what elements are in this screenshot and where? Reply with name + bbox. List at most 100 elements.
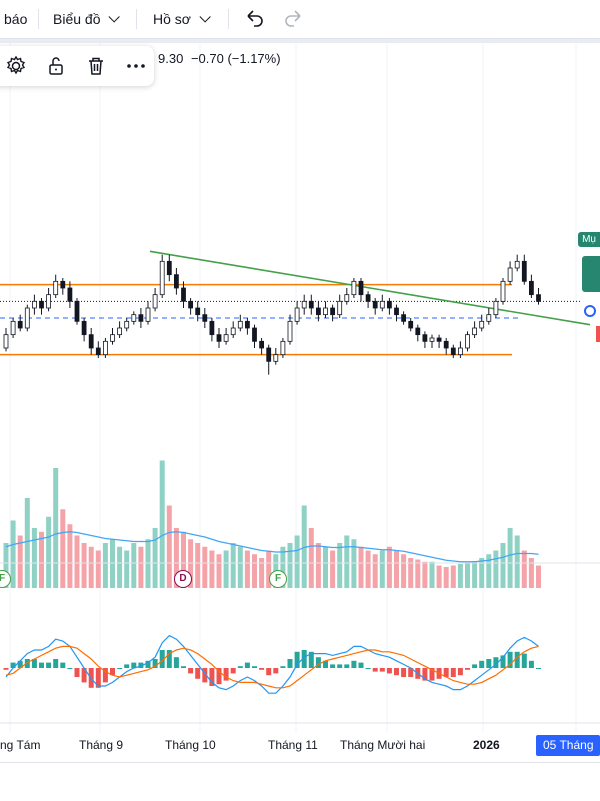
volume-bar (10, 520, 16, 588)
chart-grid (9, 43, 577, 733)
volume-bar (507, 528, 513, 588)
macd-histogram-bar (443, 668, 449, 677)
volume-bar (95, 550, 101, 588)
volume-bar (500, 543, 506, 588)
volume-bar (436, 565, 442, 588)
menu-chart[interactable]: Biểu đồ (53, 0, 121, 38)
macd-histogram-bar (60, 662, 66, 668)
candle-body (3, 334, 9, 349)
candle-body (32, 300, 37, 309)
volume-bar (67, 524, 73, 588)
macd-histogram-bar (308, 651, 314, 668)
volume-bar (415, 559, 421, 588)
candle-body (88, 334, 94, 349)
more-icon[interactable] (124, 54, 148, 78)
volume-bar (152, 528, 158, 588)
time-axis[interactable]: ng Tám Tháng 9 Tháng 10 Tháng 11 Tháng M… (0, 730, 600, 760)
candle-body (422, 334, 428, 342)
toolbar-divider (136, 9, 137, 29)
macd-histogram-bar (323, 660, 328, 668)
macd-histogram-bar (394, 668, 399, 676)
candle-body (145, 307, 151, 322)
candle-body (216, 334, 222, 342)
volume-bar (457, 564, 463, 588)
candle-body (394, 307, 399, 316)
volume-bar (216, 554, 222, 588)
candle-body (436, 337, 442, 342)
event-marker[interactable]: D (174, 570, 192, 588)
candle-body (429, 337, 435, 342)
macd-histogram-bar (422, 668, 428, 681)
menu-alerts-label: báo (4, 11, 28, 27)
macd-histogram-bar (337, 664, 343, 668)
trash-icon[interactable] (84, 54, 108, 78)
price-tag: Mụ (578, 232, 600, 247)
volume-bar (31, 528, 37, 588)
unlock-icon[interactable] (44, 54, 68, 78)
trend-line (149, 250, 591, 326)
volume-bar (344, 535, 350, 588)
candle-body (493, 300, 499, 316)
macd-histogram-bar (486, 659, 492, 668)
macd-histogram-bar (209, 668, 215, 686)
macd-histogram-bar (188, 668, 194, 674)
macd-histogram-bar (145, 660, 151, 668)
price-legend: 9.30 −0.70 (−1.17%) (158, 51, 281, 66)
candle-body (386, 300, 392, 309)
redo-icon[interactable] (282, 8, 306, 30)
volume-bar (88, 546, 94, 588)
candle-body (401, 314, 407, 322)
gear-icon[interactable] (4, 54, 28, 78)
candle-body (415, 327, 421, 336)
undo-icon[interactable] (242, 8, 266, 30)
volume-bar (493, 550, 499, 588)
volume-bar (266, 550, 272, 588)
drawing-toolbar (0, 46, 154, 86)
candle-body (323, 307, 328, 316)
signal-line (5, 645, 539, 689)
time-label: ng Tám (0, 738, 41, 752)
macd-histogram-bar (237, 666, 243, 668)
menu-alerts[interactable]: báo (4, 0, 27, 38)
macd-histogram-bar (181, 666, 186, 668)
macd-histogram-bar (117, 668, 123, 669)
volume-bar (252, 554, 257, 588)
volume-bar (536, 565, 541, 588)
candle-body (365, 294, 371, 302)
macd-histogram-bar (507, 651, 513, 668)
candle-body (17, 320, 23, 329)
candle-body (358, 280, 364, 296)
macd-histogram-bar (24, 659, 30, 668)
macd-histogram-bar (330, 664, 336, 668)
macd-histogram-bar (230, 668, 236, 674)
bottom-panel (0, 762, 600, 801)
macd-histogram-bar (266, 668, 272, 676)
volume-bar (102, 543, 108, 588)
macd-histogram-bar (195, 668, 201, 679)
candle-body (521, 260, 527, 282)
candle-body (479, 320, 485, 329)
candle-body (24, 307, 30, 329)
candle-body (529, 280, 534, 296)
macd-histogram-bar (386, 668, 392, 674)
menu-profile[interactable]: Hồ sơ (153, 0, 211, 38)
macd-histogram-bar (493, 657, 499, 668)
candle-body (507, 267, 513, 282)
volume-bar (181, 531, 186, 588)
macd-histogram-bar (358, 662, 364, 668)
candle-body (486, 314, 492, 322)
candle-body (315, 307, 321, 316)
candle-body (308, 300, 314, 309)
macd-histogram-bar (465, 668, 470, 670)
range-tag (582, 256, 600, 292)
crosshair-time-label: 05 Tháng (536, 735, 600, 756)
event-marker[interactable]: F (269, 570, 287, 588)
chevron-down-icon (199, 11, 211, 23)
volume-bar (379, 550, 385, 588)
macd-histogram-bar (223, 668, 229, 681)
volume-bar (429, 561, 435, 588)
time-label: 2026 (473, 738, 500, 752)
chart-canvas[interactable] (0, 43, 600, 733)
volume-bar (159, 460, 165, 588)
macd-histogram-bar (110, 668, 115, 676)
